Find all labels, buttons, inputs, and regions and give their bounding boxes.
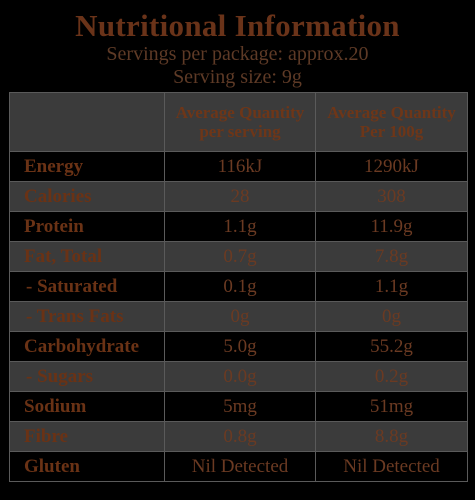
per-serving-value: 28 <box>164 181 316 212</box>
table-header-row: Average Quantity per serving Average Qua… <box>9 92 468 152</box>
table-row: Fibre 0.8g 8.8g <box>9 421 468 452</box>
per-100g-value: 55.2g <box>315 331 468 362</box>
table-row: - Saturated 0.1g 1.1g <box>9 271 468 302</box>
per-100g-value: 0.2g <box>315 361 468 392</box>
per-100g-value: 51mg <box>315 391 468 422</box>
per-serving-value: 0g <box>164 301 316 332</box>
table-row: Calories 28 308 <box>9 181 468 212</box>
serving-size: Serving size: 9g <box>173 66 302 88</box>
table-row: Fat, Total 0.7g 7.8g <box>9 241 468 272</box>
per-100g-value: 0g <box>315 301 468 332</box>
nutrition-table: Average Quantity per serving Average Qua… <box>9 92 468 482</box>
per-serving-value: 5.0g <box>164 331 316 362</box>
nutrient-label: Energy <box>9 151 165 182</box>
table-row: Gluten Nil Detected Nil Detected <box>9 451 468 482</box>
nutrient-label: Gluten <box>9 451 165 482</box>
nutrient-label: Carbohydrate <box>9 331 165 362</box>
nutrient-label: Fibre <box>9 421 165 452</box>
per-100g-value: Nil Detected <box>315 451 468 482</box>
nutrient-label: - Trans Fats <box>9 301 165 332</box>
per-serving-value: 0.1g <box>164 271 316 302</box>
servings-per-package: Servings per package: approx.20 <box>106 43 369 65</box>
per-100g-value: 7.8g <box>315 241 468 272</box>
per-serving-value: 116kJ <box>164 151 316 182</box>
per-100g-value: 1.1g <box>315 271 468 302</box>
nutrient-label: Fat, Total <box>9 241 165 272</box>
panel-title: Nutritional Information <box>75 8 400 43</box>
per-serving-value: 0.8g <box>164 421 316 452</box>
per-100g-value: 11.9g <box>315 211 468 242</box>
table-row: Energy 116kJ 1290kJ <box>9 151 468 182</box>
per-serving-value: 0.0g <box>164 361 316 392</box>
nutrient-label: Protein <box>9 211 165 242</box>
nutrient-label: Calories <box>9 181 165 212</box>
per-serving-value: 1.1g <box>164 211 316 242</box>
table-row: - Trans Fats 0g 0g <box>9 301 468 332</box>
per-serving-value: 0.7g <box>164 241 316 272</box>
table-row: Sodium 5mg 51mg <box>9 391 468 422</box>
nutrient-label: - Saturated <box>9 271 165 302</box>
header-blank-cell <box>9 92 165 152</box>
table-row: - Sugars 0.0g 0.2g <box>9 361 468 392</box>
per-serving-value: Nil Detected <box>164 451 316 482</box>
header-per-100g: Average Quantity Per 100g <box>315 92 468 152</box>
per-100g-value: 1290kJ <box>315 151 468 182</box>
table-row: Protein 1.1g 11.9g <box>9 211 468 242</box>
header-per-serving: Average Quantity per serving <box>164 92 316 152</box>
per-100g-value: 308 <box>315 181 468 212</box>
table-row: Carbohydrate 5.0g 55.2g <box>9 331 468 362</box>
nutrient-label: Sodium <box>9 391 165 422</box>
nutrient-label: - Sugars <box>9 361 165 392</box>
per-100g-value: 8.8g <box>315 421 468 452</box>
per-serving-value: 5mg <box>164 391 316 422</box>
